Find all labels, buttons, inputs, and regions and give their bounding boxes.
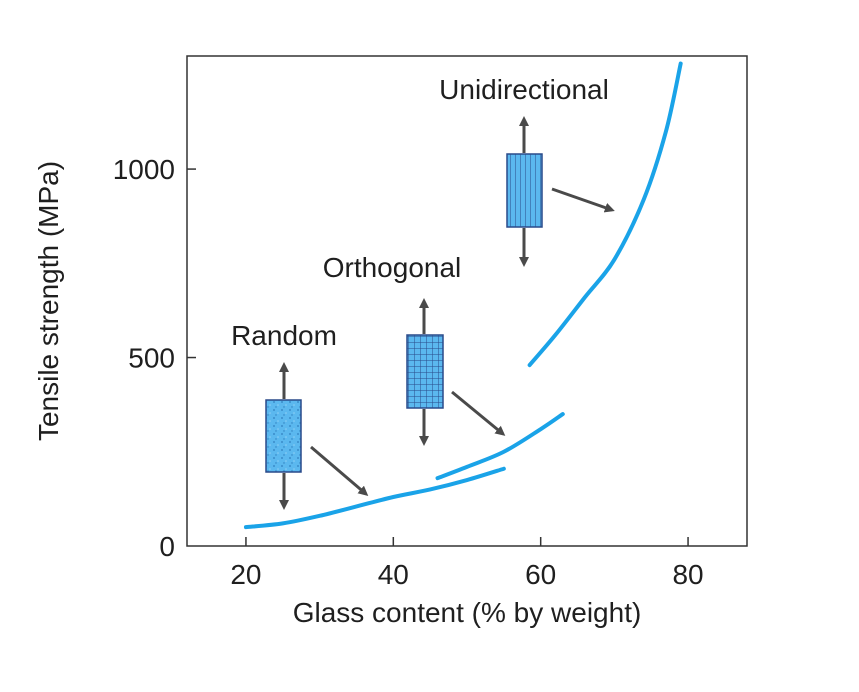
random-label: Random — [231, 320, 337, 351]
unidirectional-curve — [527, 61, 683, 368]
data-curves — [243, 61, 683, 530]
y-axis-title: Tensile strength (MPa) — [33, 161, 64, 441]
x-tick-label: 80 — [672, 559, 703, 590]
unidirectional-label: Unidirectional — [439, 74, 609, 105]
plot-frame — [186, 55, 748, 547]
unidirectional-pointer-arrow — [551, 187, 615, 213]
x-tick-label: 20 — [230, 559, 261, 590]
x-tick-label: 40 — [378, 559, 409, 590]
x-tick-label: 60 — [525, 559, 556, 590]
y-tick-label: 1000 — [113, 154, 175, 185]
orthogonal-pointer-arrow — [451, 390, 506, 436]
random-curve — [243, 466, 506, 530]
orthogonal-annotation: Orthogonal — [323, 252, 506, 446]
unidirectional-annotation: Unidirectional — [439, 74, 615, 267]
unidirectional-fiber-swatch — [506, 153, 543, 228]
orthogonal-fiber-swatch — [406, 334, 444, 409]
random-pointer-arrow — [310, 445, 369, 496]
y-axis-ticks: 0 500 1000 — [113, 154, 196, 562]
random-fiber-swatch — [265, 399, 302, 473]
orthogonal-label: Orthogonal — [323, 252, 462, 283]
orthogonal-curve — [435, 412, 565, 481]
random-annotation: Random — [231, 320, 369, 510]
y-tick-label: 500 — [128, 343, 175, 374]
x-axis-ticks: 20 40 60 80 — [230, 537, 704, 590]
y-tick-label: 0 — [159, 531, 175, 562]
x-axis-title: Glass content (% by weight) — [293, 597, 642, 628]
